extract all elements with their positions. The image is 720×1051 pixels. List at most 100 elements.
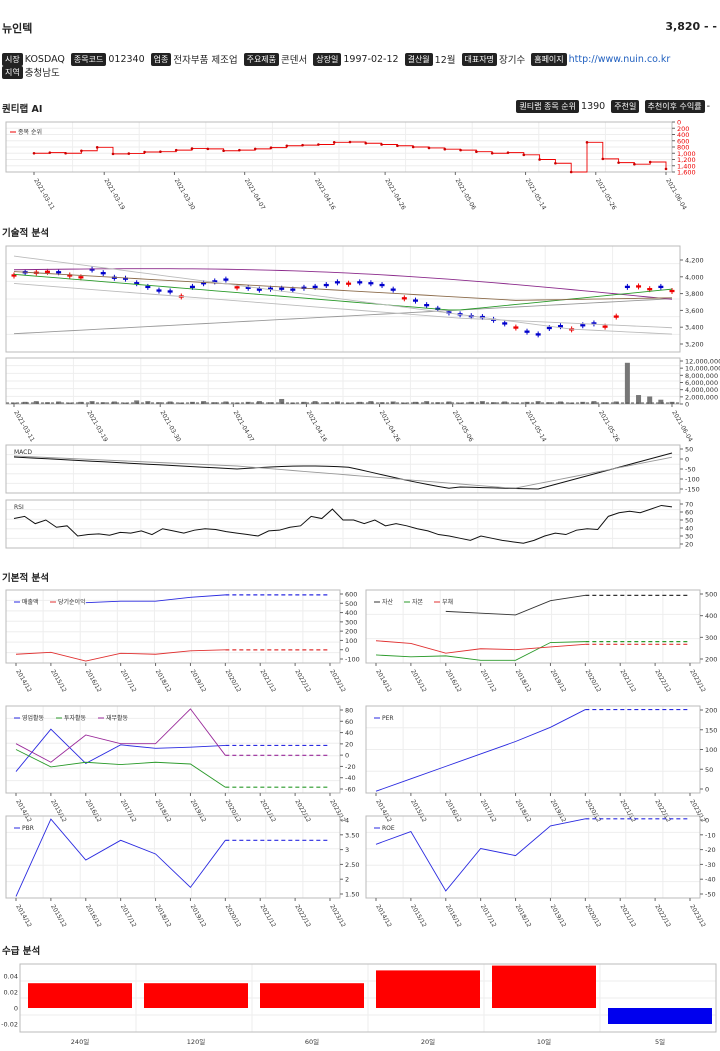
x-tick-label: 2014/12	[374, 904, 393, 929]
candle-body	[658, 285, 664, 289]
candle-body	[167, 290, 173, 293]
y-tick-label: 600	[677, 137, 689, 145]
series-line	[85, 594, 226, 604]
rank-point	[285, 144, 289, 148]
x-tick-label: 2015/12	[49, 669, 68, 694]
return-button[interactable]: 추천이후 수익률	[644, 100, 705, 113]
info-badge-6: 대표자명	[461, 52, 497, 66]
rank-point	[32, 151, 36, 155]
candle-body	[401, 297, 407, 300]
volume-bar	[602, 402, 608, 404]
y-tick-label: 70	[685, 501, 693, 509]
y-tick-label: 3,400	[685, 324, 704, 332]
x-tick-label: 2018/12	[154, 669, 173, 694]
candle-body	[256, 288, 262, 291]
homepage-link[interactable]: http://www.nuin.co.kr	[568, 53, 671, 65]
supply-bar	[260, 983, 364, 1008]
y-tick-label: -30	[705, 861, 716, 869]
volume-bar	[134, 400, 140, 404]
x-tick-label: 20일	[421, 1037, 435, 1046]
plot-frame	[5, 357, 681, 405]
rank-point	[317, 143, 320, 146]
y-tick-label: 4,200	[685, 257, 704, 265]
x-tick-label: 2021/12	[618, 799, 637, 824]
y-tick-label: 3,600	[685, 307, 704, 315]
info-value-5: 12월	[434, 55, 456, 66]
y-tick-label: 10,000,000	[685, 365, 720, 373]
candle-body	[524, 330, 530, 333]
volume-bar	[167, 401, 173, 404]
plot-frame	[5, 589, 341, 664]
y-tick-label: 4,000	[685, 273, 704, 281]
x-tick-label: 2021-04-16	[305, 410, 329, 443]
candle-body	[323, 283, 329, 287]
x-tick-label: 2020/12	[224, 669, 243, 694]
x-tick-label: 2015/12	[409, 799, 428, 824]
x-tick-label: 2022/12	[293, 669, 312, 694]
rank-point	[301, 143, 304, 147]
info-badge-7: 홈페이지	[531, 52, 567, 66]
y-tick-label: 4	[345, 817, 349, 825]
volume-bar	[256, 401, 262, 404]
rank-point	[159, 150, 162, 153]
recommend-date-button[interactable]: 주천일	[611, 100, 640, 113]
rank-point	[648, 160, 652, 164]
x-tick-label: 2017/12	[479, 799, 498, 824]
series-line	[15, 728, 226, 772]
series-line	[375, 709, 586, 792]
volume-bar	[412, 401, 418, 404]
x-tick-label: 2019/12	[189, 904, 208, 929]
supply-chart: 0.04 0.02 0 -0.02 240일 120일 60일 20일 10일 5일	[1, 963, 717, 1046]
x-tick-label: 2021/12	[618, 904, 637, 929]
candle-body	[212, 280, 218, 283]
volume-bar	[368, 401, 374, 404]
x-tick-label: 2018/12	[154, 904, 173, 929]
x-tick-label: 2017/12	[119, 799, 138, 824]
candle-body	[412, 299, 418, 302]
candle-body	[446, 311, 452, 314]
y-tick-label: 3,800	[685, 290, 704, 298]
x-tick-label: 2021/12	[258, 904, 277, 929]
macd-line	[13, 452, 673, 490]
legend-label: 매출액	[22, 598, 39, 606]
volume-bar	[123, 402, 129, 404]
volume-bar	[624, 362, 630, 404]
rank-point	[348, 140, 352, 144]
x-tick-label: 2017/12	[479, 669, 498, 694]
x-tick-label: 2014/12	[14, 669, 33, 694]
x-tick-label: 2022/12	[653, 904, 672, 929]
y-tick-label: -0.02	[1, 1021, 18, 1029]
candle-body	[145, 285, 151, 289]
x-tick-label: 2021-03-30	[158, 410, 182, 443]
x-tick-label: 10일	[537, 1037, 551, 1046]
supply-bar	[144, 983, 248, 1008]
volume-bar	[401, 402, 407, 404]
x-tick-label: 2021-05-06	[451, 410, 475, 443]
fundamental-title: 기본적 분석	[2, 573, 50, 584]
candle-body	[636, 285, 642, 288]
y-tick-label: -20	[345, 763, 356, 771]
rsi-label: RSI	[14, 504, 24, 511]
candle-body	[290, 288, 296, 291]
x-tick-label: 2016/12	[444, 799, 463, 824]
rank-point	[554, 161, 557, 165]
rank-point	[569, 170, 573, 174]
legend-label: 자산	[382, 598, 394, 606]
x-tick-label: 2017/12	[119, 904, 138, 929]
x-tick-label: 2016/12	[444, 904, 463, 929]
volume-bar	[647, 396, 653, 404]
x-tick-label: 2021-03-19	[85, 410, 109, 443]
legend-label: 자본	[412, 598, 424, 606]
candle-body	[647, 288, 653, 291]
candle-body	[134, 282, 140, 285]
rank-badge: 퀀티랩 종목 순위	[516, 100, 580, 113]
series-line	[15, 818, 226, 897]
candle-body	[44, 270, 50, 273]
y-tick-label: -50	[705, 891, 716, 899]
legend-label: PER	[382, 715, 394, 722]
y-tick-label: 0	[705, 786, 709, 794]
x-tick-label: 2021-05-26	[597, 410, 621, 443]
info-value-2: 전자부품 제조업	[173, 55, 238, 66]
x-tick-label: 2021-06-04	[664, 178, 688, 212]
